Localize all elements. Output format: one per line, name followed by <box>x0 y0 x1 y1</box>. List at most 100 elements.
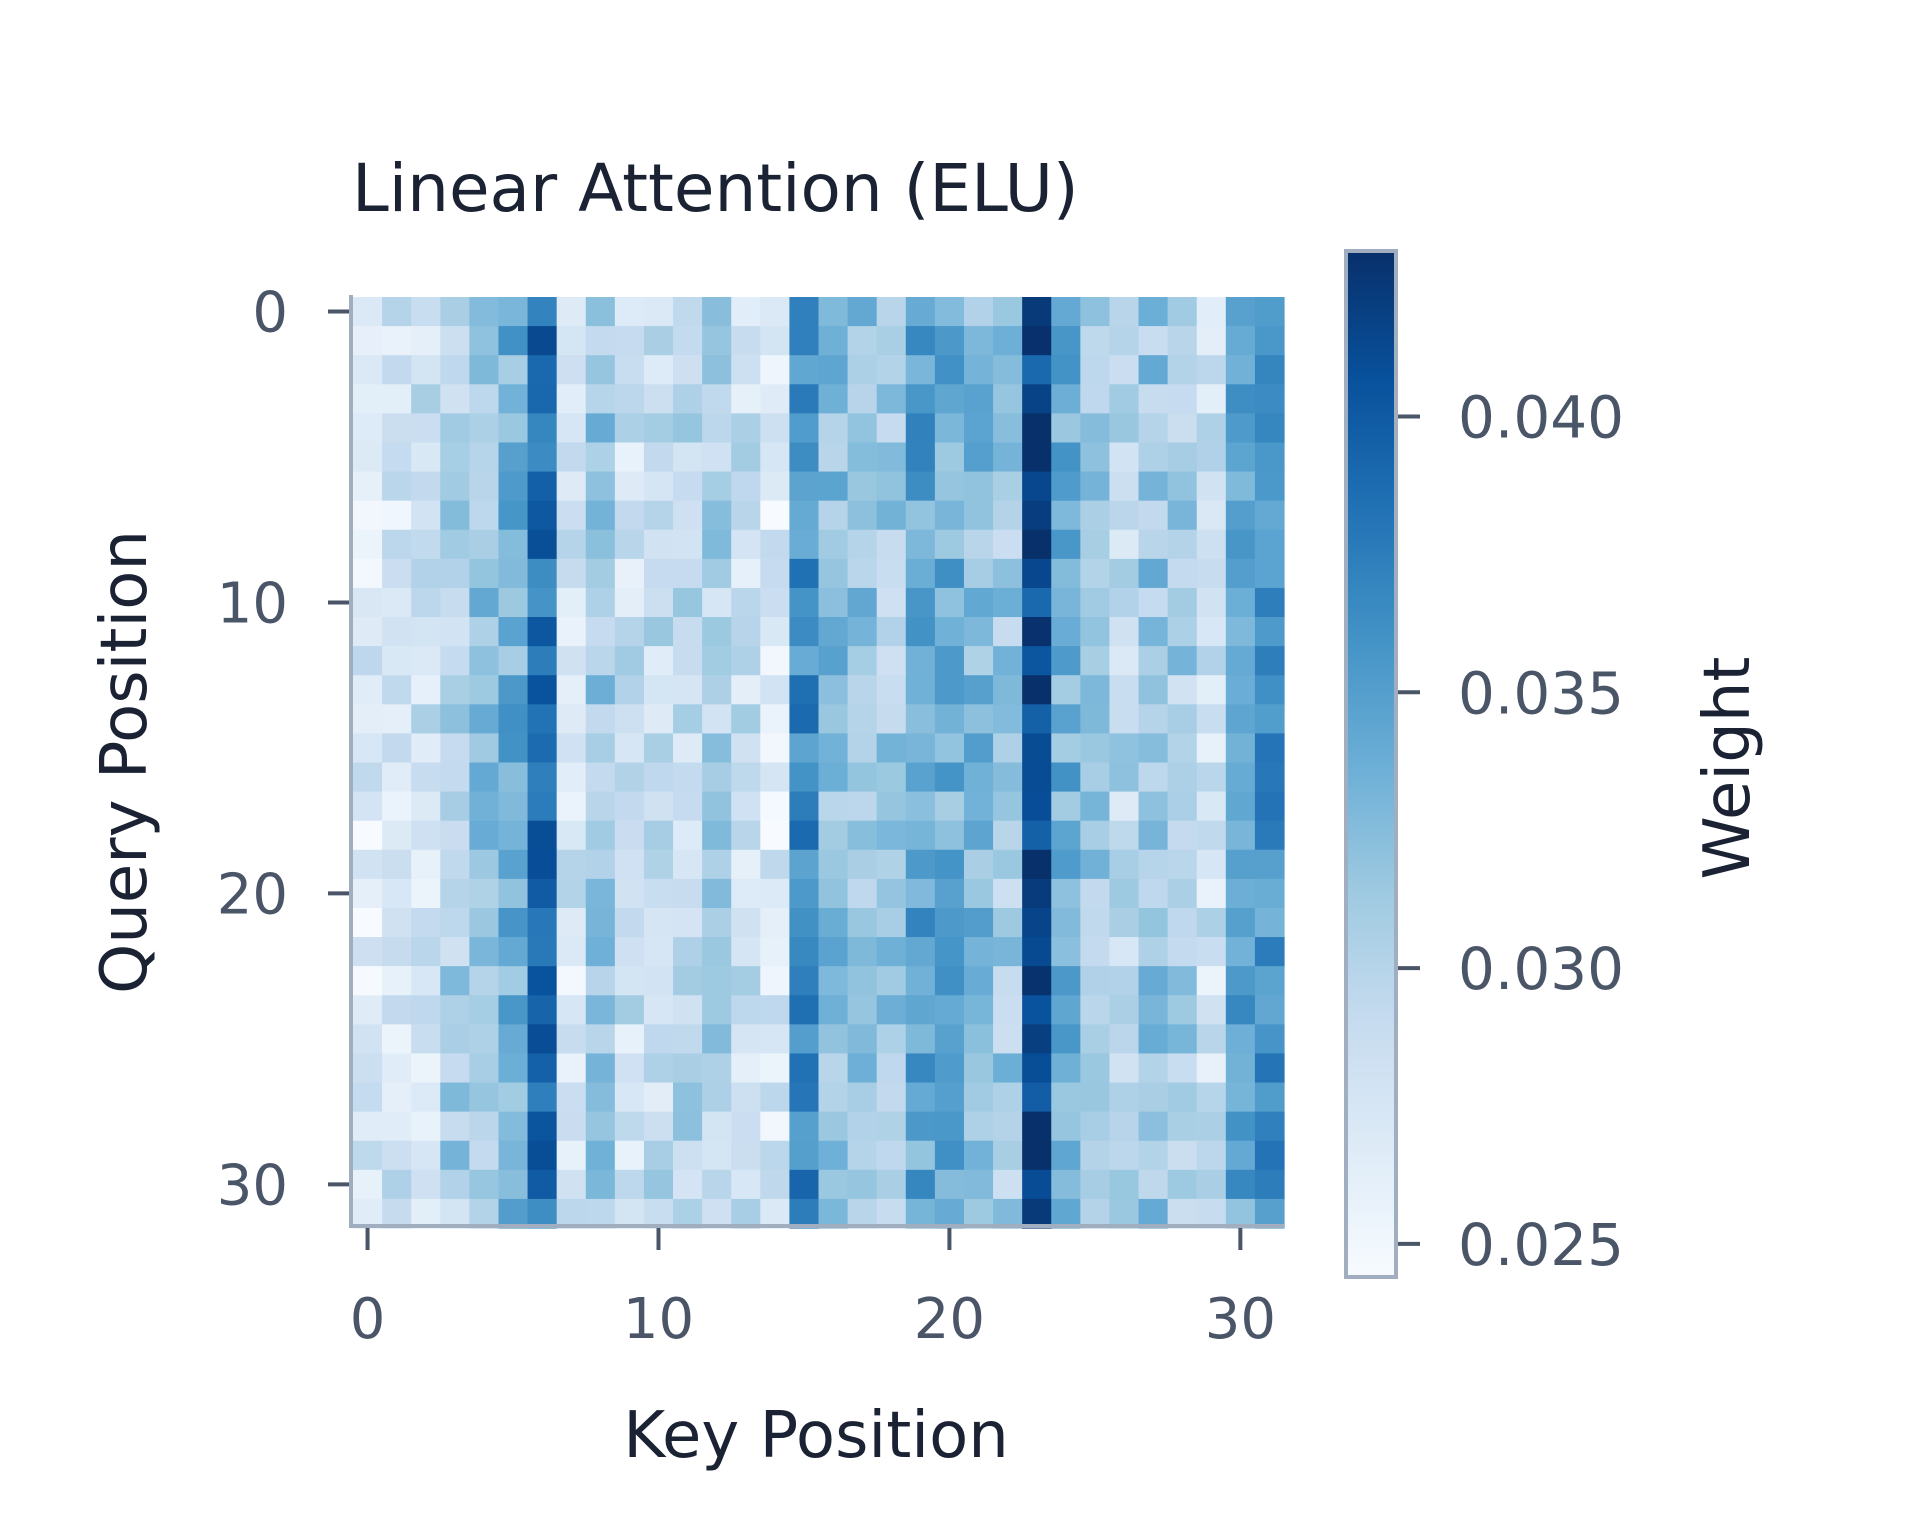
heatmap-cell <box>556 704 587 734</box>
heatmap-cell <box>789 529 820 560</box>
heatmap-cell <box>934 733 965 764</box>
heatmap-cell <box>411 995 441 1025</box>
heatmap-cell <box>934 500 965 531</box>
heatmap-cell <box>411 1169 441 1200</box>
heatmap-cell <box>731 1140 761 1171</box>
colorbar-gradient <box>1344 249 1398 1279</box>
heatmap-cell <box>876 413 907 444</box>
heatmap-cell <box>760 587 790 618</box>
heatmap-cell <box>1109 1198 1140 1229</box>
heatmap-cell <box>1254 995 1285 1025</box>
heatmap-cell <box>1225 500 1256 531</box>
heatmap-cell <box>440 587 470 618</box>
heatmap-cell <box>1109 762 1140 793</box>
heatmap-cell <box>1196 1198 1227 1229</box>
heatmap-cell <box>876 762 907 793</box>
heatmap-cell <box>876 384 907 414</box>
heatmap-cell <box>760 762 790 793</box>
heatmap-cell <box>963 558 994 589</box>
heatmap-cell <box>411 762 441 793</box>
heatmap-cell <box>469 1140 500 1171</box>
heatmap-cell <box>818 820 849 851</box>
heatmap-cell <box>643 704 674 734</box>
heatmap-cell <box>993 907 1023 938</box>
heatmap-cell <box>498 849 529 880</box>
heatmap-cell <box>993 1024 1023 1055</box>
heatmap-cell <box>1080 471 1111 502</box>
heatmap-cell <box>905 326 936 356</box>
heatmap-cell <box>614 617 645 647</box>
heatmap-cell <box>818 442 849 473</box>
heatmap-cell <box>1138 1111 1169 1142</box>
heatmap-cell <box>614 384 645 414</box>
heatmap-cell <box>993 878 1023 909</box>
heatmap-cell <box>963 1082 994 1113</box>
heatmap-cell <box>760 1111 790 1142</box>
heatmap-cell <box>643 326 674 356</box>
heatmap-cell <box>585 820 616 851</box>
heatmap-cell <box>1109 1111 1140 1142</box>
heatmap-cell <box>1022 413 1052 444</box>
heatmap-cell <box>702 1198 732 1229</box>
heatmap-cell <box>1109 966 1140 996</box>
heatmap-cell <box>1051 791 1081 822</box>
heatmap-cell <box>1080 791 1111 822</box>
heatmap-cell <box>1109 995 1140 1025</box>
heatmap-cell <box>1022 587 1052 618</box>
heatmap-cell <box>382 733 412 764</box>
heatmap-cell <box>1254 1198 1285 1229</box>
heatmap-cell <box>818 1111 849 1142</box>
heatmap-cell <box>1022 849 1052 880</box>
heatmap-cell <box>1022 1024 1052 1055</box>
heatmap-cell <box>498 297 529 327</box>
heatmap-cell <box>498 413 529 444</box>
heatmap-cell <box>440 820 470 851</box>
heatmap-cell <box>934 820 965 851</box>
heatmap-cell <box>789 558 820 589</box>
heatmap-cell <box>440 762 470 793</box>
heatmap-cell <box>1254 646 1285 676</box>
heatmap-cell <box>876 558 907 589</box>
heatmap-cell <box>673 849 703 880</box>
heatmap-cell <box>1051 1053 1081 1084</box>
heatmap-cell <box>556 675 587 705</box>
heatmap-cell <box>1225 1169 1256 1200</box>
heatmap-cell <box>411 442 441 473</box>
heatmap-cell <box>731 646 761 676</box>
heatmap-cell <box>1051 646 1081 676</box>
heatmap-cell <box>1196 617 1227 647</box>
heatmap-cell <box>469 1198 500 1229</box>
heatmap-cell <box>963 704 994 734</box>
heatmap-cell <box>1196 995 1227 1025</box>
heatmap-cell <box>1196 1082 1227 1113</box>
heatmap-cell <box>585 995 616 1025</box>
heatmap-cell <box>643 1169 674 1200</box>
heatmap-cell <box>1051 704 1081 734</box>
heatmap-cell <box>1080 937 1111 967</box>
heatmap-cell <box>1254 529 1285 560</box>
heatmap-cell <box>1167 326 1198 356</box>
heatmap-cell <box>1225 704 1256 734</box>
heatmap-cell <box>847 587 878 618</box>
heatmap-cell <box>643 966 674 996</box>
heatmap-cell <box>760 733 790 764</box>
heatmap-cell <box>789 326 820 356</box>
heatmap-cell <box>1051 820 1081 851</box>
heatmap-cell <box>1051 907 1081 938</box>
heatmap-cell <box>1196 326 1227 356</box>
heatmap-cell <box>818 471 849 502</box>
heatmap-cell <box>847 297 878 327</box>
heatmap-cell <box>760 500 790 531</box>
heatmap-cell <box>1254 791 1285 822</box>
heatmap-cell <box>411 1111 441 1142</box>
heatmap-cell <box>1051 355 1081 385</box>
heatmap-cell <box>993 558 1023 589</box>
heatmap-cell <box>847 762 878 793</box>
heatmap-cell <box>760 791 790 822</box>
heatmap-cell <box>905 1111 936 1142</box>
heatmap-cell <box>876 849 907 880</box>
heatmap-cell <box>469 937 500 967</box>
heatmap-cell <box>818 384 849 414</box>
heatmap-cell <box>702 849 732 880</box>
heatmap-cell <box>440 995 470 1025</box>
